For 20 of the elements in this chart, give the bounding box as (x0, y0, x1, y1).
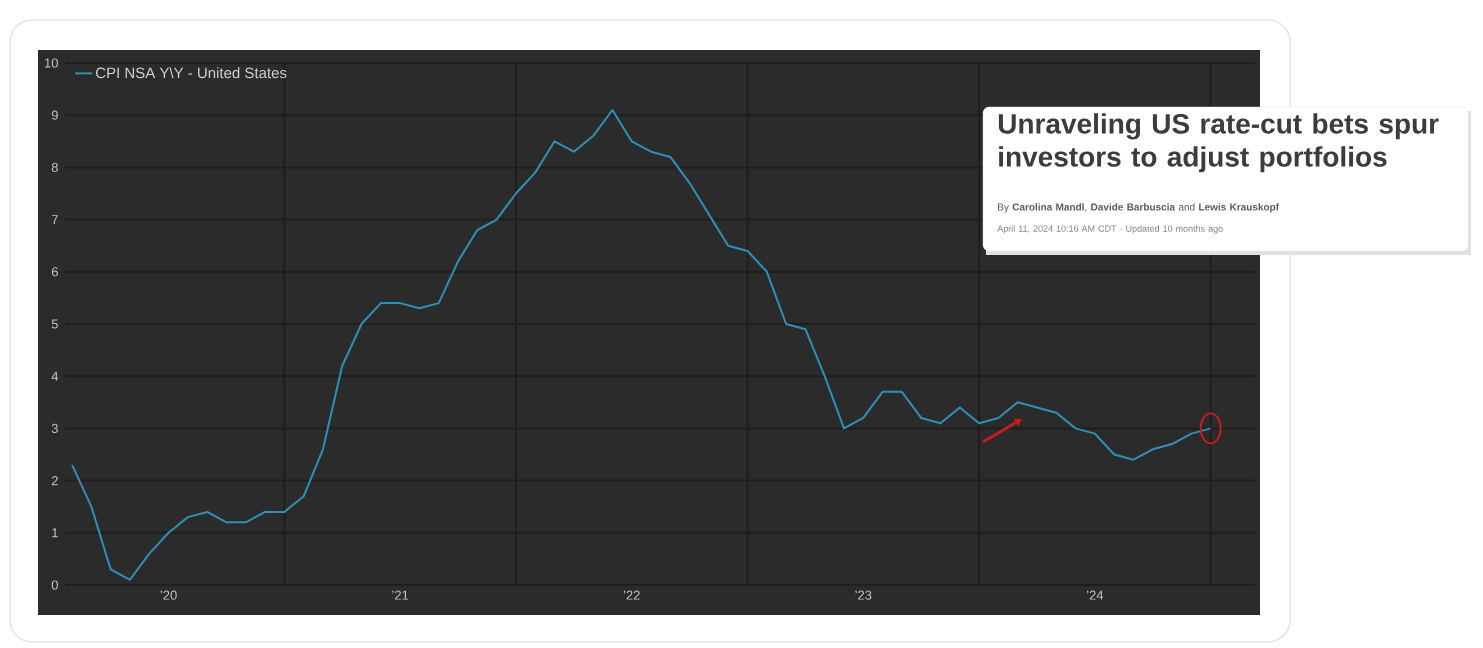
y-tick-label: 3 (51, 423, 58, 433)
legend-label: CPI NSA Y\Y - United States (96, 67, 287, 79)
y-tick-label: 8 (51, 162, 58, 172)
x-tick-label: ’24 (1087, 590, 1104, 600)
y-tick-label: 4 (51, 371, 59, 381)
y-tick-label: 6 (51, 267, 58, 277)
x-tick-label: ’20 (160, 590, 177, 600)
annotation: By Carolina Mandl, Davide Barbuscia and Lewis Krauskopf (998, 203, 1280, 213)
x-tick-label: ’23 (855, 590, 872, 600)
y-tick-label: 5 (51, 319, 58, 329)
y-tick-label: 7 (51, 215, 58, 225)
y-tick-label: 10 (45, 58, 58, 68)
y-tick-label: 0 (51, 580, 58, 590)
y-tick-label: 9 (51, 110, 58, 120)
x-tick-label: ’21 (392, 590, 409, 600)
y-tick-label: 1 (52, 528, 58, 538)
y-tick-label: 2 (51, 476, 58, 486)
x-tick-label: ’22 (623, 590, 640, 600)
annotation: April 11, 2024 10:16 AM CDT · Updated 10 months ago (997, 225, 1223, 234)
annotation: Unraveling US rate-cut bets spur investors to adjust portfolios (998, 113, 1439, 173)
